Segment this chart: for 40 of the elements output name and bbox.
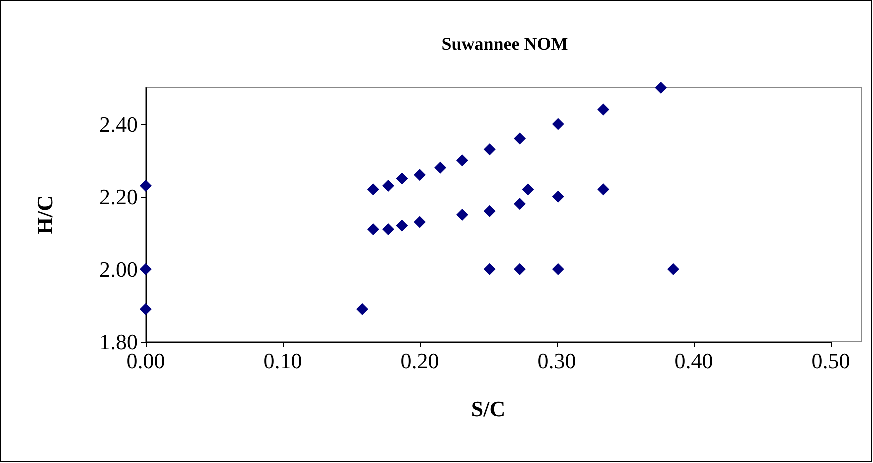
point (514, 198, 526, 210)
point (382, 224, 394, 236)
point (484, 144, 496, 156)
point (514, 263, 526, 276)
point (552, 118, 564, 130)
point (434, 162, 447, 174)
point (367, 184, 380, 196)
point (484, 205, 496, 218)
point (456, 209, 468, 221)
y-tick-label: 2.00 (100, 256, 138, 282)
point (456, 154, 468, 167)
y-axis-title: H/C (32, 195, 58, 235)
y-tick-label: 2.20 (100, 184, 138, 210)
x-tick-label: 0.50 (812, 348, 850, 374)
point (414, 169, 426, 182)
chart-title: Suwannee NOM (442, 34, 568, 54)
point (598, 104, 610, 116)
y-tick-label: 2.40 (100, 112, 138, 137)
x-tick-label: 0.40 (674, 348, 714, 374)
point (667, 263, 680, 276)
point (655, 82, 668, 94)
point (522, 184, 534, 196)
point (552, 190, 564, 203)
point (396, 220, 408, 232)
point (552, 263, 564, 276)
point (514, 132, 526, 145)
point (140, 180, 152, 192)
point (356, 303, 368, 316)
x-tick-label: 0.20 (400, 348, 440, 374)
point (598, 184, 610, 196)
point (367, 224, 380, 236)
x-tick-label: 0.30 (538, 348, 576, 374)
point (414, 216, 426, 228)
x-tick-label: 0.10 (264, 348, 302, 374)
point (396, 172, 408, 185)
point (140, 303, 152, 316)
point (140, 263, 152, 276)
x-axis-title: S/C (471, 396, 506, 422)
point (484, 263, 496, 276)
point (382, 180, 394, 192)
